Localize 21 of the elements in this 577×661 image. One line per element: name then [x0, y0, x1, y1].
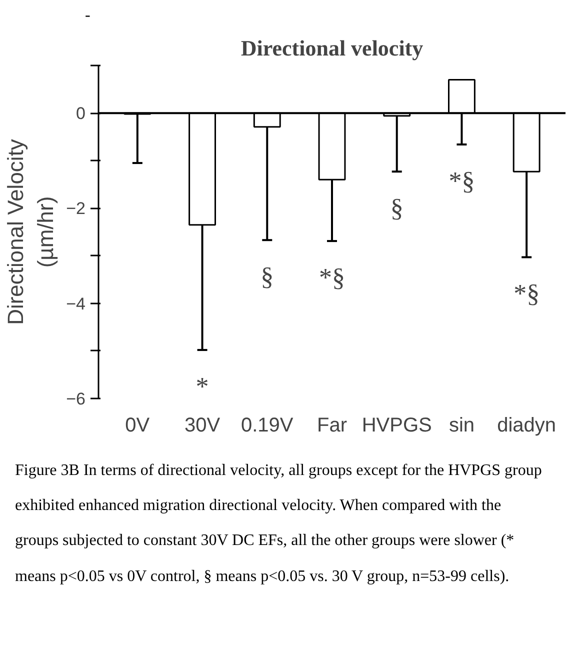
chart-title: Directional velocity [240, 36, 424, 60]
annotation: *§ [448, 166, 475, 196]
annotation: * [196, 372, 209, 401]
x-tick-label: diadyn [497, 414, 556, 436]
x-tick-label: sin [448, 414, 475, 436]
x-tick-label: HVPGS [362, 414, 432, 436]
x-tick-label: 0V [125, 414, 150, 436]
annotation: § [260, 262, 274, 292]
text: - [84, 6, 90, 26]
annotation: *§ [319, 263, 345, 292]
y-tick-label: −2 [66, 199, 86, 218]
x-tick-label: Far [317, 414, 348, 436]
y-tick-label: −6 [66, 390, 86, 408]
annotation: *§ [514, 279, 540, 308]
y-tick-label: −4 [66, 294, 86, 314]
x-tick-label: 30V [184, 414, 221, 436]
y-axis-title: Directional Velocity (µm/hr) [3, 139, 58, 325]
y-tick-label: 0 [76, 104, 86, 124]
annotation: § [390, 194, 404, 223]
caption: Figure 3B In terms of directional velocity, all groups except for the HVPGS group exhibited enhanced migration directional velocity. When compared with the groups subjected to constant 30V DC EFs, all the other groups were slower (* means p<0.05 vs 0V control, § means p<0.05 vs. 30 V group, n=53-99 cells). [14, 461, 543, 587]
x-tick-label: 0.19V [241, 414, 294, 436]
